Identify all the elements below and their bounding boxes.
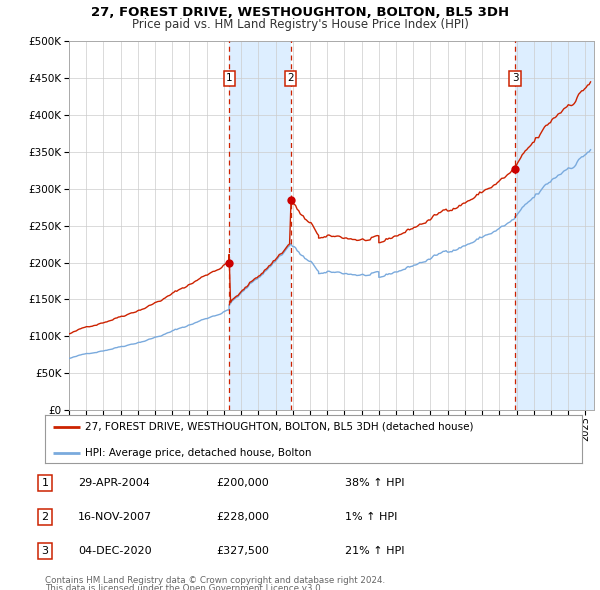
Text: 1% ↑ HPI: 1% ↑ HPI: [345, 512, 397, 522]
Text: 2: 2: [41, 512, 49, 522]
Text: £228,000: £228,000: [216, 512, 269, 522]
Text: 27, FOREST DRIVE, WESTHOUGHTON, BOLTON, BL5 3DH (detached house): 27, FOREST DRIVE, WESTHOUGHTON, BOLTON, …: [85, 422, 474, 432]
Text: 21% ↑ HPI: 21% ↑ HPI: [345, 546, 404, 556]
Text: 29-APR-2004: 29-APR-2004: [78, 478, 150, 488]
Text: 04-DEC-2020: 04-DEC-2020: [78, 546, 152, 556]
Text: Price paid vs. HM Land Registry's House Price Index (HPI): Price paid vs. HM Land Registry's House …: [131, 18, 469, 31]
Text: This data is licensed under the Open Government Licence v3.0.: This data is licensed under the Open Gov…: [45, 584, 323, 590]
Text: 16-NOV-2007: 16-NOV-2007: [78, 512, 152, 522]
Bar: [229, 41, 290, 410]
Text: 3: 3: [512, 73, 518, 83]
Text: HPI: Average price, detached house, Bolton: HPI: Average price, detached house, Bolt…: [85, 447, 312, 457]
Text: 3: 3: [41, 546, 49, 556]
Text: 27, FOREST DRIVE, WESTHOUGHTON, BOLTON, BL5 3DH: 27, FOREST DRIVE, WESTHOUGHTON, BOLTON, …: [91, 6, 509, 19]
Text: 1: 1: [41, 478, 49, 488]
Text: £327,500: £327,500: [216, 546, 269, 556]
Bar: [515, 41, 594, 410]
Text: Contains HM Land Registry data © Crown copyright and database right 2024.: Contains HM Land Registry data © Crown c…: [45, 576, 385, 585]
Text: 2: 2: [287, 73, 294, 83]
Text: 38% ↑ HPI: 38% ↑ HPI: [345, 478, 404, 488]
Text: 1: 1: [226, 73, 233, 83]
Text: £200,000: £200,000: [216, 478, 269, 488]
